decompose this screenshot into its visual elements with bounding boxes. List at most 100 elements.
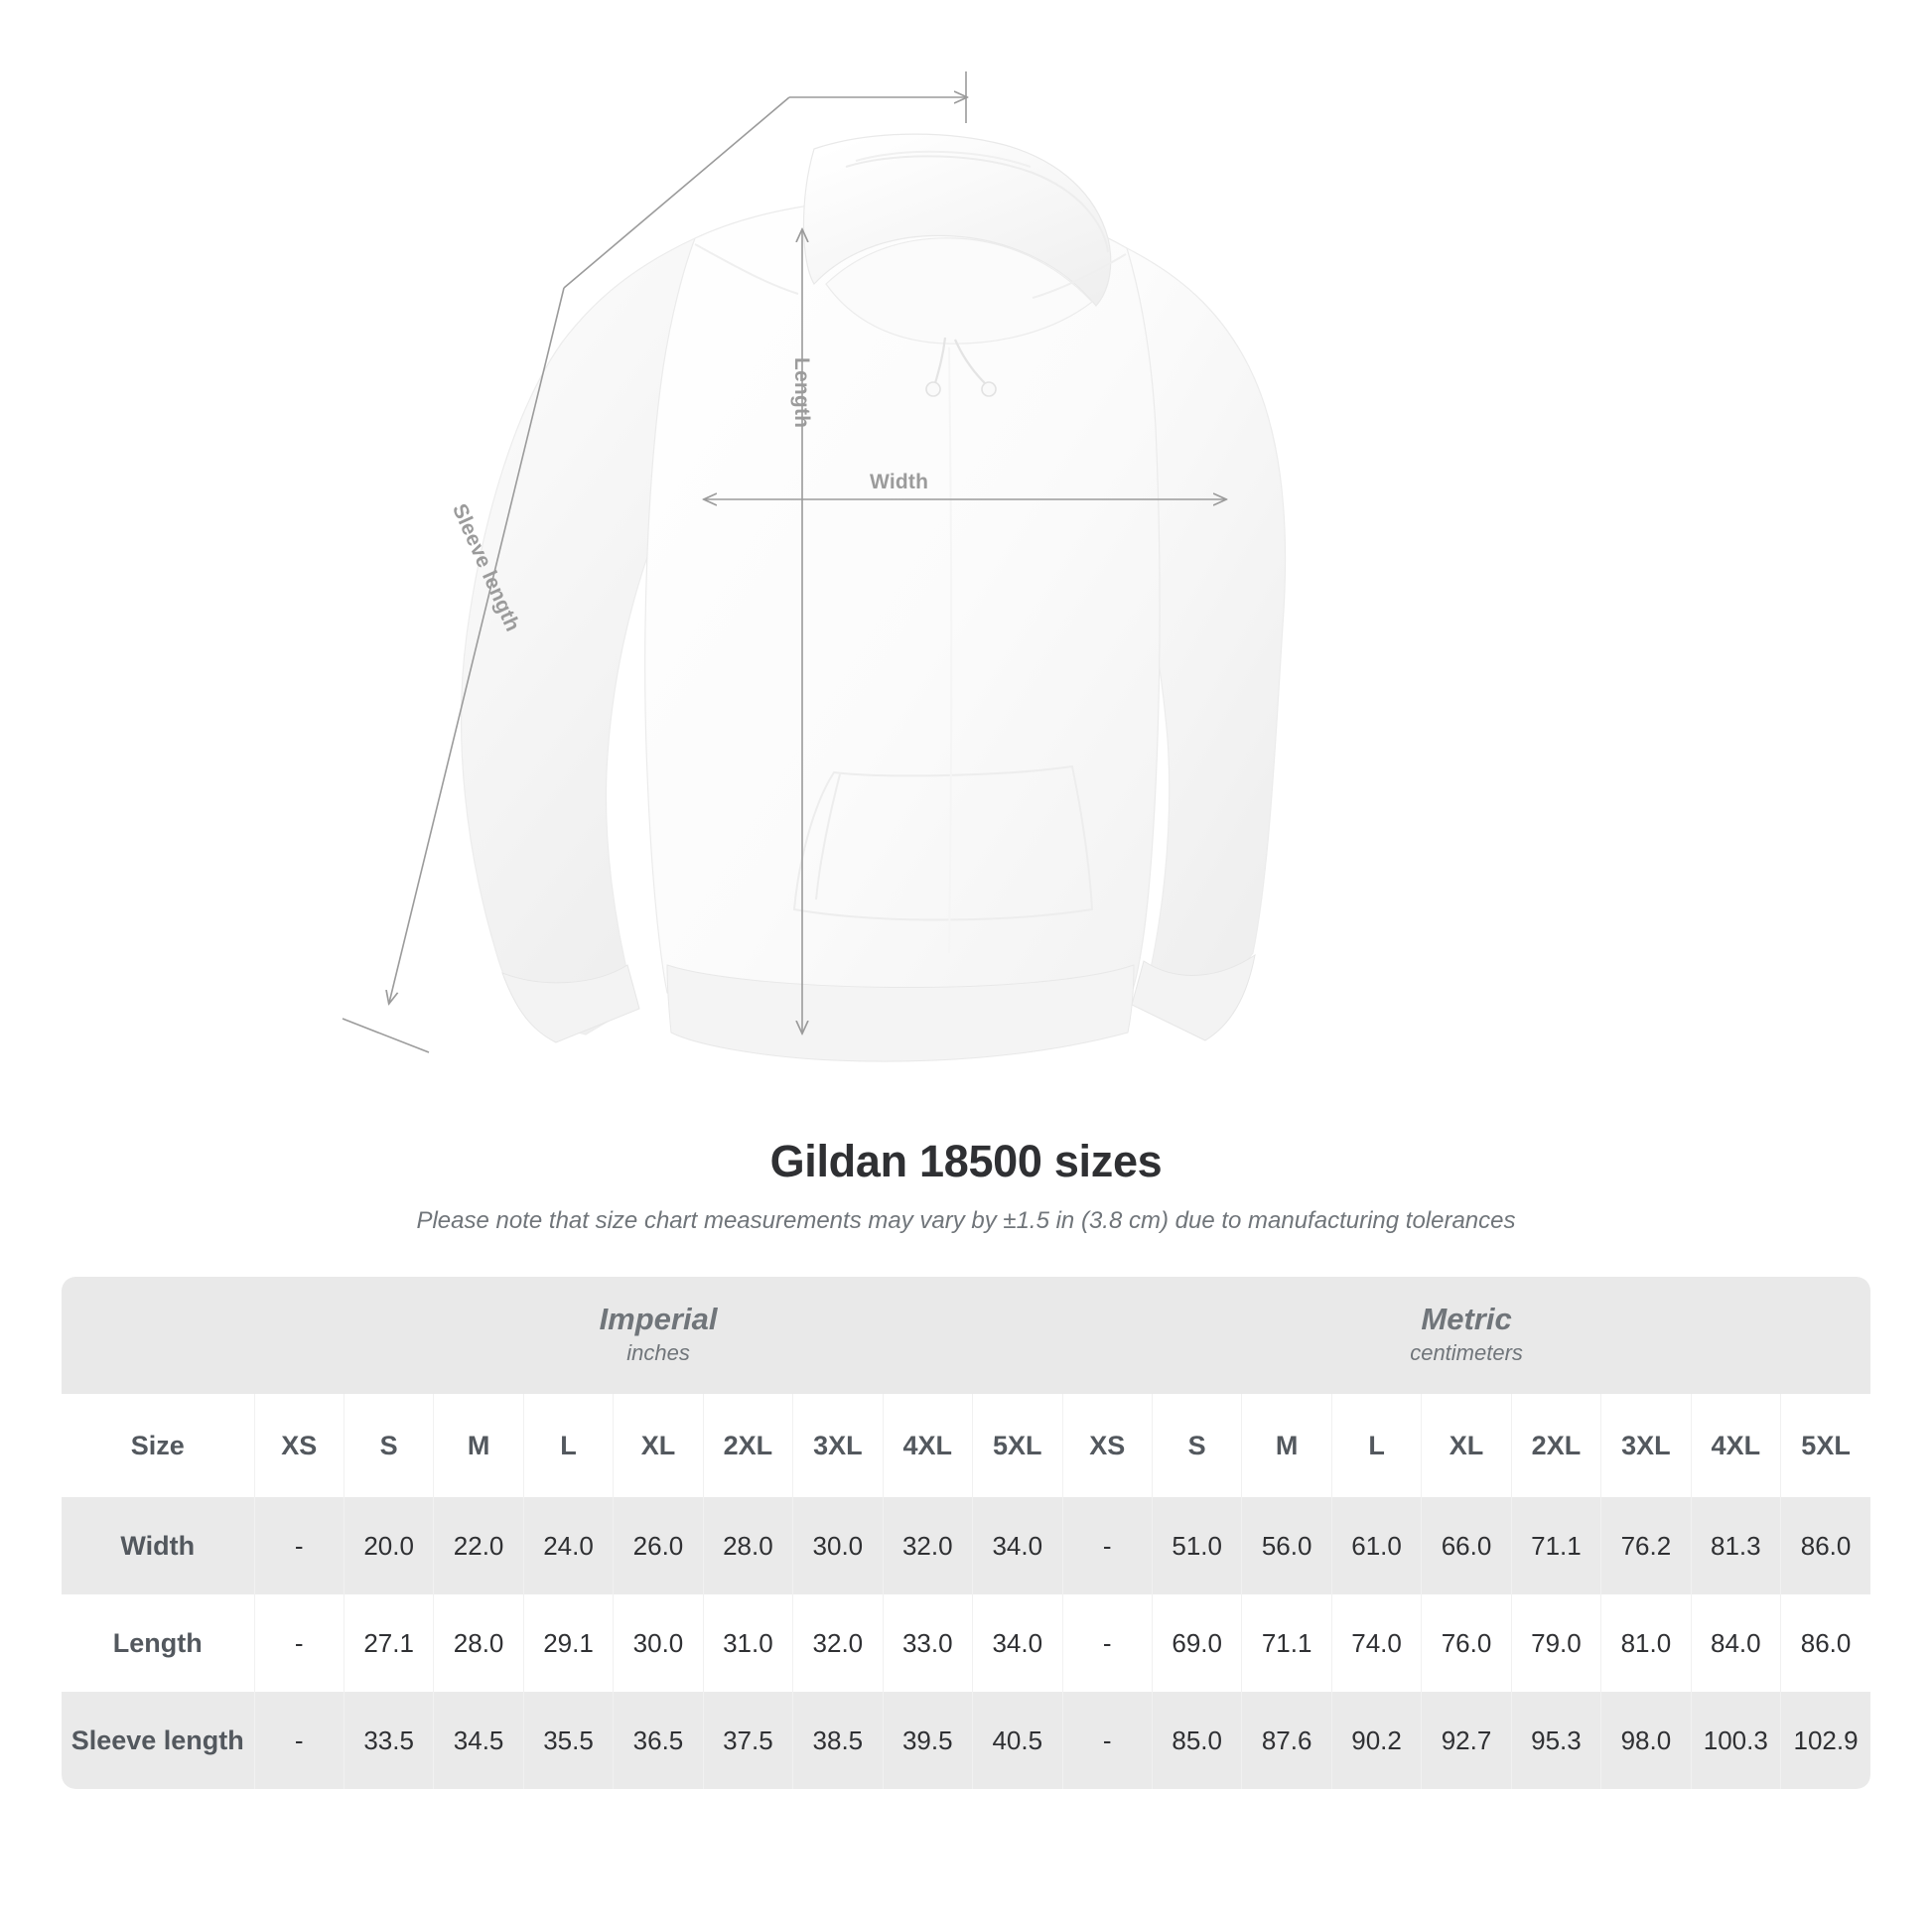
cell-width-metric-3xl: 76.2 [1600,1497,1692,1594]
size-header-imperial-l: L [523,1394,615,1497]
page-title: Gildan 18500 sizes [769,1136,1163,1186]
cell-sleeve-metric-xs: - [1061,1692,1153,1789]
size-header-imperial-xs: XS [254,1394,345,1497]
unit-header-row: Imperial inches Metric centimeters [62,1277,1870,1394]
cell-sleeve-metric-m: 87.6 [1241,1692,1332,1789]
cell-width-metric-5xl: 86.0 [1780,1497,1870,1594]
cell-length-metric-s: 69.0 [1152,1594,1243,1692]
title-block: Gildan 18500 sizes Please note that size… [0,1122,1932,1235]
cell-sleeve-imperial-xs: - [254,1692,345,1789]
size-header-metric-s: S [1152,1394,1243,1497]
cell-width-metric-4xl: 81.3 [1691,1497,1782,1594]
diagram-label-width: Width [870,471,929,493]
cell-length-imperial-m: 28.0 [433,1594,524,1692]
size-header-metric-3xl: 3XL [1600,1394,1692,1497]
unit-imperial-name: Imperial [599,1301,718,1336]
cell-width-imperial-5xl: 34.0 [972,1497,1063,1594]
table-row: Length - 27.1 28.0 29.1 30.0 31.0 32.0 3… [62,1594,1870,1692]
cell-length-imperial-5xl: 34.0 [972,1594,1063,1692]
sleeve-tick-bottom [342,1018,430,1053]
size-header-imperial-2xl: 2XL [703,1394,794,1497]
cell-width-imperial-2xl: 28.0 [703,1497,794,1594]
cell-sleeve-imperial-l: 35.5 [523,1692,615,1789]
size-header-metric-m: M [1241,1394,1332,1497]
cell-length-imperial-xl: 30.0 [613,1594,704,1692]
cell-length-metric-m: 71.1 [1241,1594,1332,1692]
cell-width-imperial-s: 20.0 [344,1497,435,1594]
cell-sleeve-metric-l: 90.2 [1331,1692,1423,1789]
cell-width-imperial-m: 22.0 [433,1497,524,1594]
size-header-metric-l: L [1331,1394,1423,1497]
diagram-label-length: Length [790,357,813,429]
cell-sleeve-imperial-s: 33.5 [344,1692,435,1789]
tolerance-note: Please note that size chart measurements… [416,1207,1516,1234]
size-header-metric-xs: XS [1061,1394,1153,1497]
size-header-imperial-3xl: 3XL [792,1394,884,1497]
cell-width-imperial-3xl: 30.0 [792,1497,884,1594]
row-label-length: Length [62,1594,255,1692]
unit-metric-name: Metric [1421,1301,1512,1336]
cell-sleeve-imperial-3xl: 38.5 [792,1692,884,1789]
size-header-imperial-4xl: 4XL [883,1394,974,1497]
cell-sleeve-imperial-m: 34.5 [433,1692,524,1789]
cell-sleeve-imperial-2xl: 37.5 [703,1692,794,1789]
cell-length-metric-4xl: 84.0 [1691,1594,1782,1692]
size-header-metric-4xl: 4XL [1691,1394,1782,1497]
cell-length-metric-l: 74.0 [1331,1594,1423,1692]
cell-length-metric-5xl: 86.0 [1780,1594,1870,1692]
cell-width-metric-l: 61.0 [1331,1497,1423,1594]
cell-length-metric-3xl: 81.0 [1600,1594,1692,1692]
cell-width-metric-s: 51.0 [1152,1497,1243,1594]
cell-sleeve-metric-5xl: 102.9 [1780,1692,1870,1789]
size-header-metric-5xl: 5XL [1780,1394,1870,1497]
cell-length-metric-2xl: 79.0 [1511,1594,1602,1692]
cell-sleeve-metric-xl: 92.7 [1421,1692,1512,1789]
column-header-size: Size [62,1394,255,1497]
unit-imperial-sub: inches [626,1340,690,1366]
cell-sleeve-metric-2xl: 95.3 [1511,1692,1602,1789]
unit-metric-sub: centimeters [1410,1340,1523,1366]
garment-measurement-diagram: Length Width Sleeve length [342,71,1287,1062]
cell-width-metric-m: 56.0 [1241,1497,1332,1594]
row-label-sleeve-length: Sleeve length [62,1692,255,1789]
size-header-imperial-m: M [433,1394,524,1497]
cell-length-imperial-2xl: 31.0 [703,1594,794,1692]
size-header-row: Size XS S M L XL 2XL 3XL 4XL 5XL XS S M … [62,1394,1870,1497]
cell-width-imperial-l: 24.0 [523,1497,615,1594]
cell-sleeve-metric-3xl: 98.0 [1600,1692,1692,1789]
cell-width-imperial-4xl: 32.0 [883,1497,974,1594]
cell-width-imperial-xs: - [254,1497,345,1594]
table-row: Sleeve length - 33.5 34.5 35.5 36.5 37.5… [62,1692,1870,1789]
unit-imperial-cell: Imperial inches [254,1277,1063,1394]
size-chart-table: Imperial inches Metric centimeters Size … [62,1277,1870,1789]
unit-spacer-cell [62,1277,254,1394]
size-chart-table-wrapper: Imperial inches Metric centimeters Size … [62,1277,1870,1789]
sleeve-length-measure-arrow [389,287,565,1003]
cell-length-metric-xl: 76.0 [1421,1594,1512,1692]
cell-sleeve-imperial-5xl: 40.5 [972,1692,1063,1789]
cell-width-metric-xl: 66.0 [1421,1497,1512,1594]
cell-length-imperial-4xl: 33.0 [883,1594,974,1692]
cell-sleeve-imperial-4xl: 39.5 [883,1692,974,1789]
size-header-metric-xl: XL [1421,1394,1512,1497]
cell-sleeve-metric-s: 85.0 [1152,1692,1243,1789]
size-header-imperial-5xl: 5XL [972,1394,1063,1497]
size-header-metric-2xl: 2XL [1511,1394,1602,1497]
table-row: Width - 20.0 22.0 24.0 26.0 28.0 30.0 32… [62,1497,1870,1594]
cell-length-imperial-xs: - [254,1594,345,1692]
size-header-imperial-s: S [344,1394,435,1497]
cell-width-metric-2xl: 71.1 [1511,1497,1602,1594]
size-header-imperial-xl: XL [613,1394,704,1497]
cell-sleeve-imperial-xl: 36.5 [613,1692,704,1789]
cell-sleeve-metric-4xl: 100.3 [1691,1692,1782,1789]
cell-length-imperial-s: 27.1 [344,1594,435,1692]
row-label-width: Width [62,1497,255,1594]
cell-length-imperial-l: 29.1 [523,1594,615,1692]
cell-length-imperial-3xl: 32.0 [792,1594,884,1692]
cell-length-metric-xs: - [1061,1594,1153,1692]
sleeve-leader-diagonal-upper [563,96,790,289]
cell-width-metric-xs: - [1061,1497,1153,1594]
unit-metric-cell: Metric centimeters [1062,1277,1870,1394]
cell-width-imperial-xl: 26.0 [613,1497,704,1594]
